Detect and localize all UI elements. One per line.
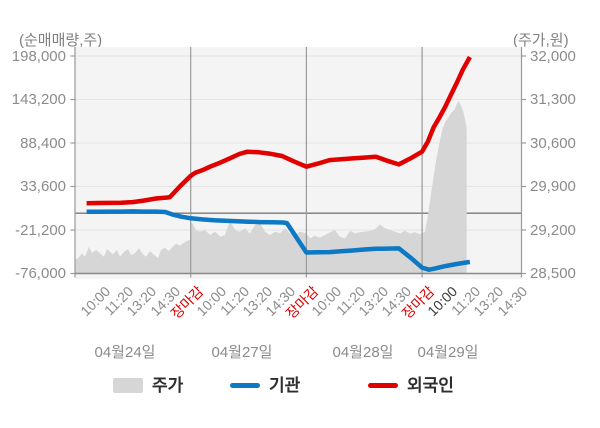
left-axis-unit-label: (순매매량,주): [19, 32, 103, 49]
legend-label-institution: 기관: [269, 376, 301, 395]
right-axis-tick-label: 32,000: [530, 47, 576, 65]
left-axis-tick-label: -76,000: [15, 265, 66, 282]
left-axis-tick-label: 198,000: [11, 47, 66, 65]
legend-label-foreigner: 외국인: [407, 376, 454, 395]
legend-label-price: 주가: [152, 376, 184, 395]
date-label: 04월27일: [211, 344, 273, 361]
legend-item-price: 주가: [113, 376, 183, 395]
foreigner-line-swatch: [368, 383, 398, 388]
price-area-swatch: [113, 378, 143, 393]
right-axis-unit-label: (주가,원): [513, 32, 569, 49]
date-label: 04월24일: [94, 344, 156, 361]
right-axis-tick-label: 31,300: [530, 91, 576, 108]
right-axis-tick-label: 29,200: [530, 221, 576, 239]
left-axis-tick-label: 33,600: [20, 178, 66, 195]
institution-line-swatch: [230, 383, 260, 388]
left-axis-tick-label: 143,200: [11, 91, 66, 108]
legend-item-institution: 기관: [230, 376, 300, 395]
left-axis-tick-label: 88,400: [20, 134, 66, 152]
left-axis-tick-label: -21,200: [15, 221, 66, 239]
date-label: 04월28일: [332, 344, 394, 361]
right-axis-tick-label: 29,900: [530, 178, 576, 195]
right-axis-tick-label: 28,500: [530, 265, 576, 282]
right-axis-tick-label: 30,600: [530, 134, 576, 152]
legend-item-foreigner: 외국인: [368, 376, 454, 395]
date-label: 04월29일: [417, 344, 479, 361]
